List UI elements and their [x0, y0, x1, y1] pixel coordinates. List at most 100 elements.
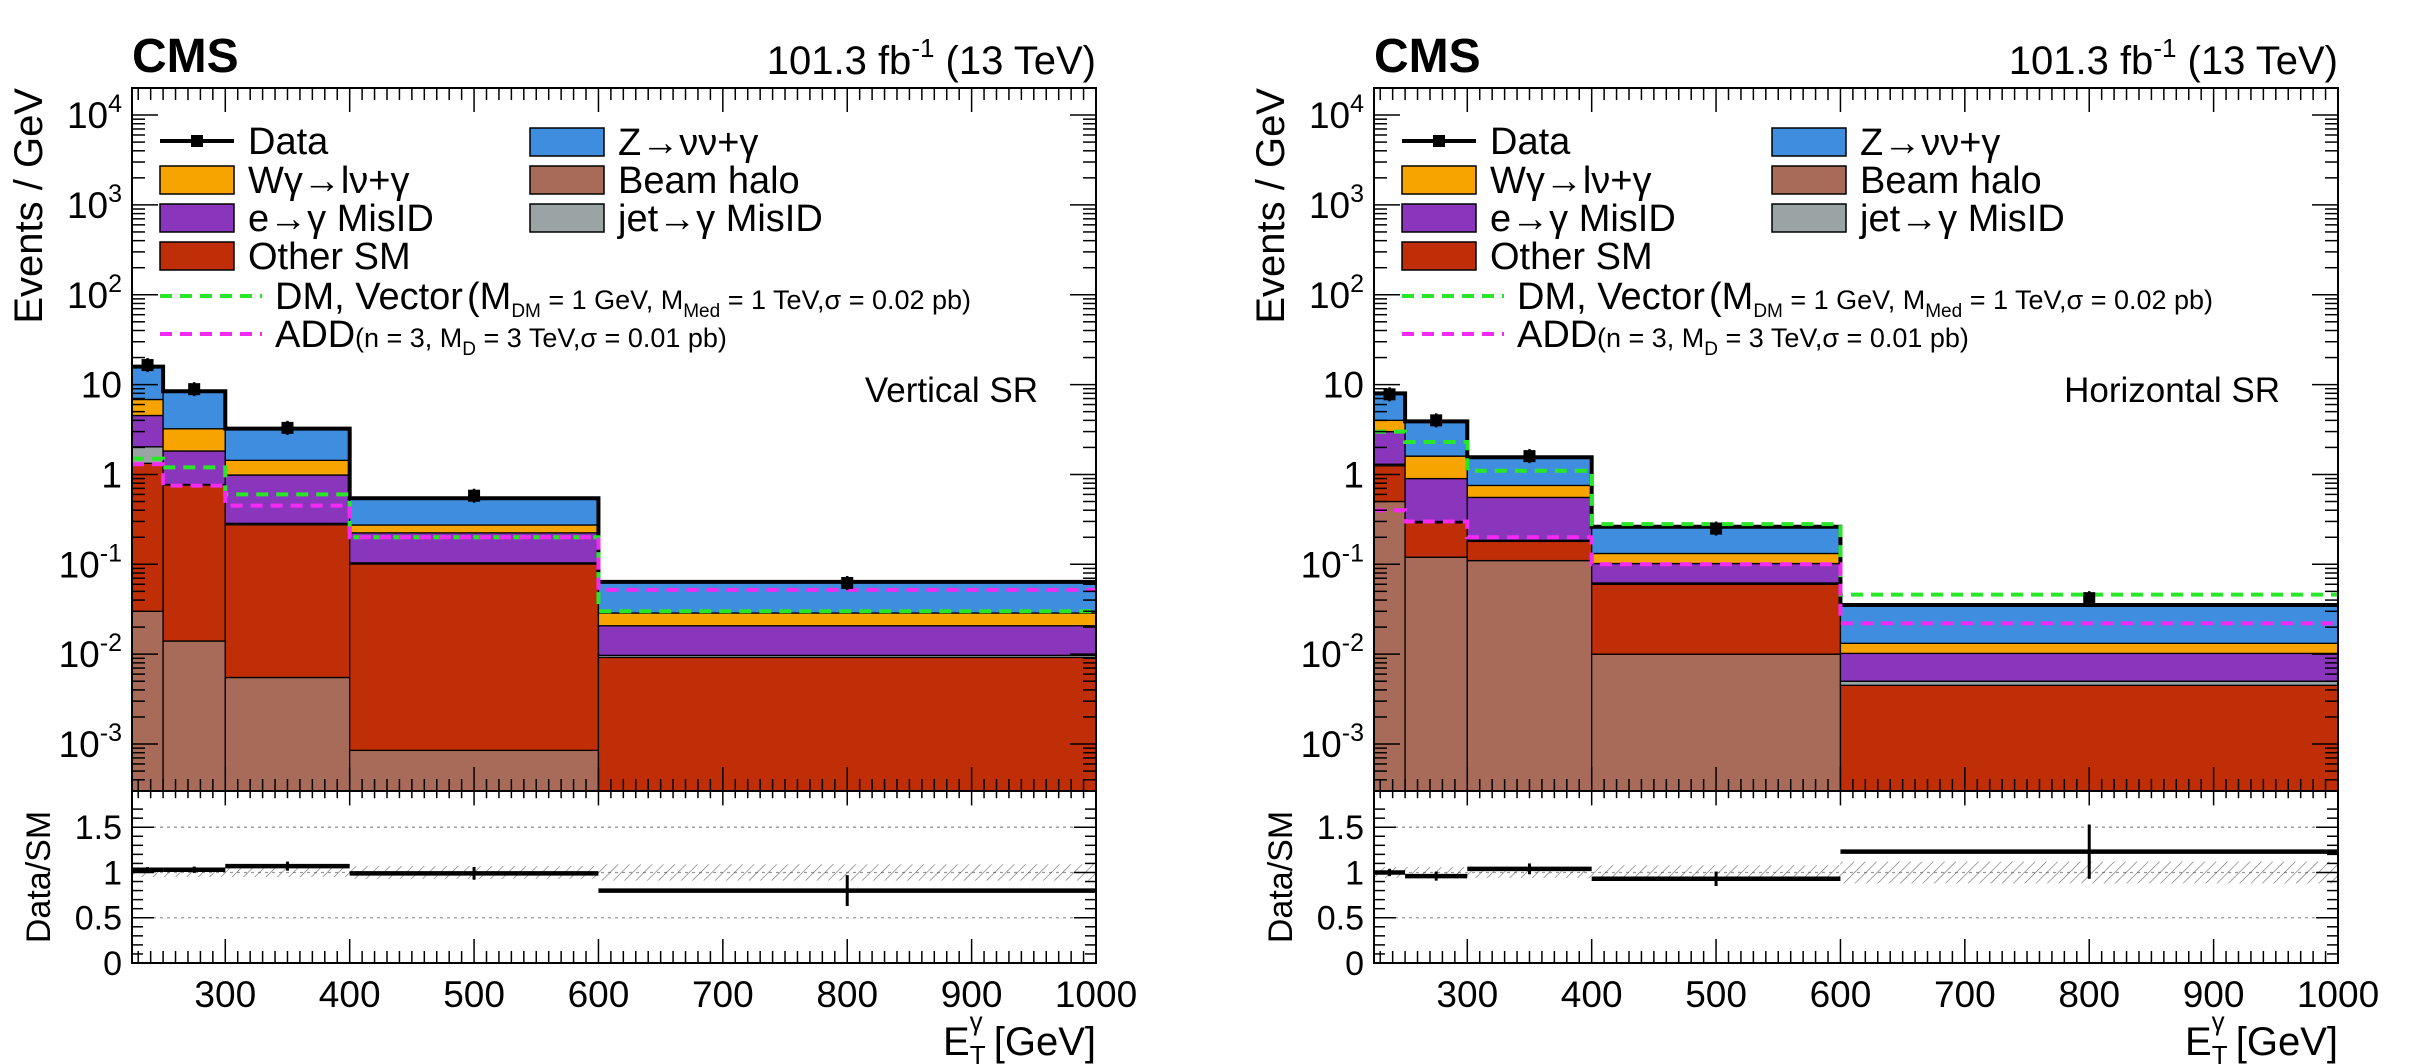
x-tick-label: 500	[443, 974, 505, 1015]
x-tick-label: 400	[319, 974, 381, 1015]
ratio-tick-label: 0.5	[1317, 900, 1364, 938]
data-point-4	[841, 576, 854, 589]
bar-e_to_gamma-bin-4	[1839, 652, 2338, 682]
legend-swatch-z_nunu_gamma	[529, 127, 605, 157]
y-tick-label: 1	[1343, 454, 1364, 495]
data-point-3	[468, 489, 481, 502]
legend-label-beam_halo: Beam halo	[618, 160, 800, 202]
cms-label: CMS	[1374, 30, 1481, 83]
legend-label-jet_to_gamma: jet→γ MisID	[617, 198, 823, 240]
y-tick-label: 10-1	[1301, 539, 1364, 585]
x-tick-label: 900	[941, 974, 1003, 1015]
bar-z_nunu_gamma-bin-1	[162, 390, 226, 430]
legend-swatch-jet_to_gamma	[1771, 203, 1847, 233]
x-tick-label: 500	[1685, 974, 1747, 1015]
legend-label-e_to_gamma: e→γ MisID	[1490, 198, 1676, 240]
y-tick-label: 10-2	[59, 629, 122, 675]
x-tick-label: 300	[194, 974, 256, 1015]
ratio-frame	[1373, 790, 2339, 964]
legend-swatch-jet_to_gamma	[529, 203, 605, 233]
x-tick-label: 300	[1436, 974, 1498, 1015]
x-tick-label: 700	[692, 974, 754, 1015]
legend-label-other_sm: Other SM	[248, 236, 411, 278]
legend-data-marker	[191, 135, 203, 147]
bar-other_sm-bin-3	[1591, 583, 1842, 655]
y-axis-title: Events / GeV	[7, 88, 51, 324]
legend-label-beam_halo: Beam halo	[1860, 160, 2042, 202]
region-label: Vertical SR	[865, 371, 1038, 410]
ratio-frame	[131, 790, 1097, 964]
legend-data-label: Data	[1490, 121, 1571, 163]
legend-dm-params: (MDM = 1 GeV, MMed = 1 TeV,σ = 0.02 pb)	[1709, 276, 2213, 322]
y-tick-label: 104	[1309, 90, 1364, 136]
bar-w_gamma-bin-1	[1404, 455, 1468, 480]
legend-data-marker	[1433, 135, 1445, 147]
y-tick-label: 1	[101, 454, 122, 495]
y-tick-label: 102	[1309, 270, 1364, 316]
data-point-1	[188, 383, 201, 396]
legend-label-z_nunu_gamma: Z→νν+γ	[1860, 122, 2000, 164]
bar-w_gamma-bin-3	[1591, 552, 1842, 565]
bar-w_gamma-bin-2	[1466, 484, 1593, 499]
legend-swatch-z_nunu_gamma	[1771, 127, 1847, 157]
bar-other_sm-bin-2	[224, 524, 351, 679]
bar-beam_halo-bin-1	[162, 640, 226, 791]
x-tick-label: 1000	[1055, 974, 1137, 1015]
bar-beam_halo-bin-0	[1374, 500, 1406, 791]
legend-dm-params: (MDM = 1 GeV, MMed = 1 TeV,σ = 0.02 pb)	[467, 276, 971, 322]
bar-e_to_gamma-bin-3	[1591, 562, 1842, 584]
y-tick-label: 10-2	[1301, 629, 1364, 675]
data-point-2	[1523, 450, 1536, 463]
bar-other_sm-bin-1	[162, 484, 226, 642]
y-ticks	[132, 87, 1096, 792]
bar-beam_halo-bin-2	[224, 676, 351, 791]
y-axis-title: Events / GeV	[1249, 88, 1293, 324]
legend-label-w_gamma: Wγ→lν+γ	[248, 160, 410, 202]
ratio-tick-label: 1.5	[1317, 809, 1364, 847]
legend-swatch-w_gamma	[159, 165, 235, 195]
legend-label-z_nunu_gamma: Z→νν+γ	[618, 122, 758, 164]
bar-w_gamma-bin-2	[224, 459, 351, 476]
bar-w_gamma-bin-4	[597, 612, 1096, 627]
y-tick-label: 10-3	[59, 719, 122, 765]
ratio-syst-band	[598, 864, 1096, 881]
bar-beam_halo-bin-2	[1466, 559, 1593, 791]
x-tick-label: 800	[2058, 974, 2120, 1015]
add-line	[1374, 508, 2338, 626]
x-ticks	[137, 88, 1097, 963]
ratio-axis-title: Data/SM	[20, 811, 58, 943]
legend-data-label: Data	[248, 121, 329, 163]
x-tick-label: 600	[568, 974, 630, 1015]
legend-swatch-beam_halo	[1771, 165, 1847, 195]
x-tick-label: 900	[2183, 974, 2245, 1015]
y-tick-label: 10	[81, 365, 122, 406]
legend-swatch-beam_halo	[529, 165, 605, 195]
cms-label: CMS	[132, 30, 239, 83]
ratio-tick-label: 1.5	[75, 809, 122, 847]
y-tick-label: 103	[1309, 180, 1364, 226]
legend-add-label: ADD	[1517, 314, 1597, 356]
legend-dm-label: DM, Vector	[275, 276, 463, 318]
ratio-tick-label: 1	[1345, 854, 1364, 892]
y-tick-label: 102	[67, 270, 122, 316]
region-label: Horizontal SR	[2064, 371, 2280, 410]
bar-w_gamma-bin-1	[162, 428, 226, 452]
x-tick-label: 700	[1934, 974, 1996, 1015]
legend-swatch-e_to_gamma	[159, 203, 235, 233]
ratio-tick-label: 0.5	[75, 900, 122, 938]
legend-label-other_sm: Other SM	[1490, 236, 1653, 278]
bar-other_sm-bin-3	[349, 563, 600, 752]
bar-e_to_gamma-bin-4	[597, 625, 1096, 657]
x-tick-label: 400	[1561, 974, 1623, 1015]
data-point-0	[141, 359, 154, 372]
lumi-label: 101.3 fb-1 (13 TeV)	[2009, 33, 2338, 83]
data-point-1	[1430, 414, 1443, 427]
x-tick-label: 1000	[2297, 974, 2379, 1015]
legend-label-e_to_gamma: e→γ MisID	[248, 198, 434, 240]
lumi-label: 101.3 fb-1 (13 TeV)	[767, 33, 1096, 83]
